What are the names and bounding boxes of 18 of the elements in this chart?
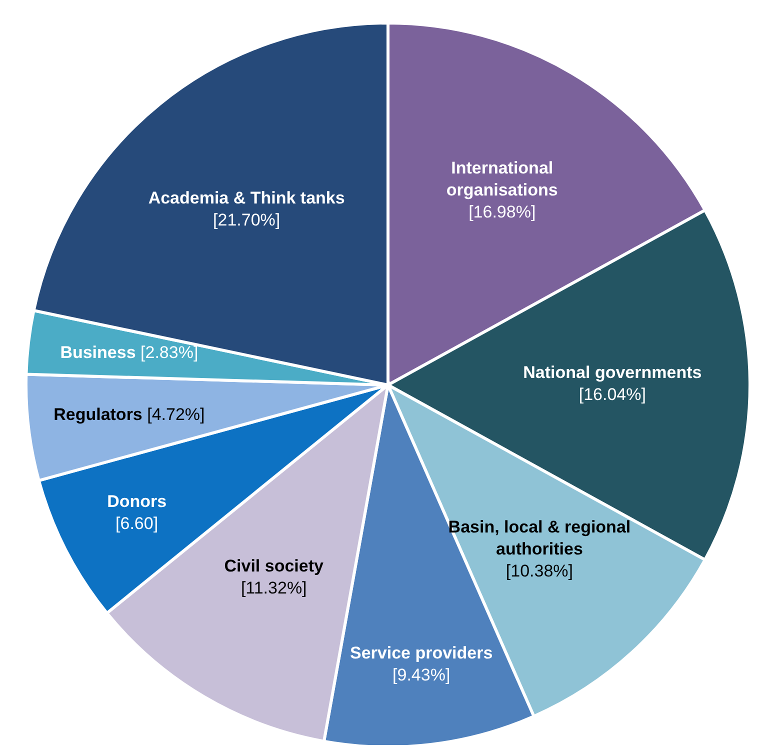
slice-label: Regulators [54,405,148,424]
data-label: [11.32%] [240,578,307,598]
data-label: [16.04%] [578,385,646,404]
slice-label: Donors [107,492,167,512]
data-label: [10.38%] [506,562,574,582]
slice-label: International organisations [446,159,558,200]
slice-label: Service providers [350,644,493,663]
slice-label: Civil society [224,556,324,576]
slice-label: Basin, local & regional authorities [448,518,631,560]
data-label: [4.72%] [147,405,205,424]
slice-label: Business [60,344,141,363]
data-label: [16.98%] [468,203,536,222]
slice-label: National governments [523,363,702,382]
data-label: [2.83%] [140,344,198,363]
data-label: [6.60] [116,514,158,534]
data-label: [9.43%] [392,666,450,685]
data-label: [21.70%] [213,211,280,230]
slice-label: Academia & Think tanks [148,189,345,208]
